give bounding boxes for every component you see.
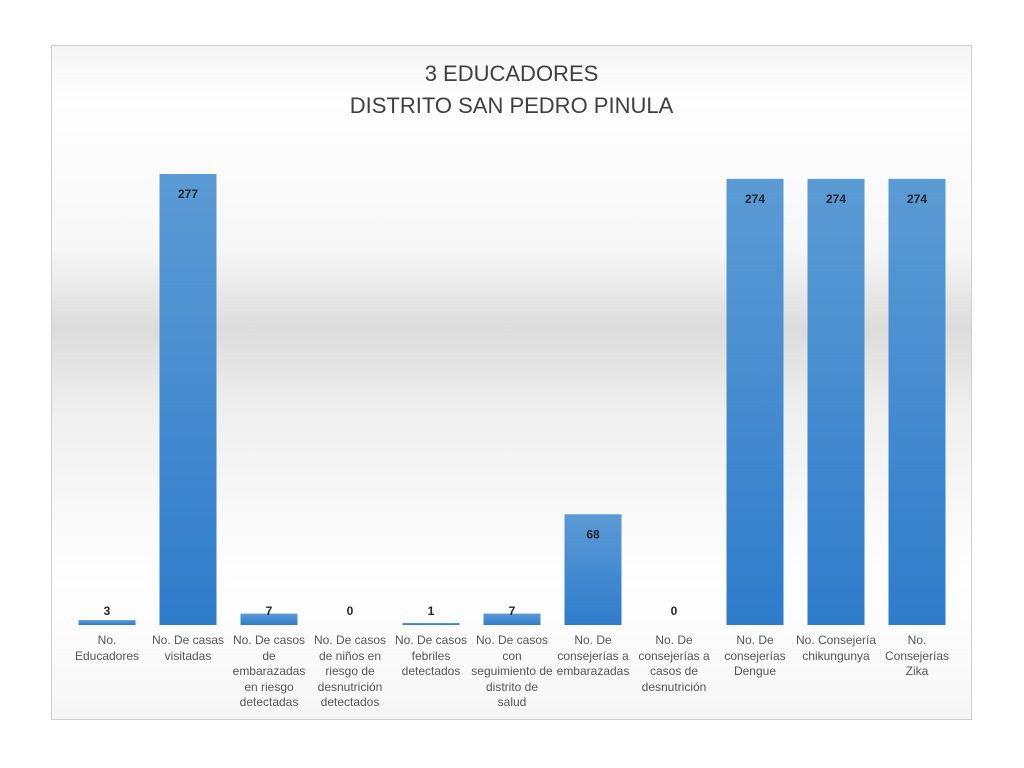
bar-6 (483, 613, 541, 625)
data-label-8: 0 (671, 604, 678, 618)
data-label-3: 7 (266, 604, 273, 618)
bar-3 (240, 613, 298, 625)
bar-5 (402, 623, 460, 625)
data-label-7: 68 (586, 527, 600, 541)
data-label-1: 3 (104, 604, 111, 618)
bar-7 (564, 514, 622, 625)
data-label-9: 274 (745, 192, 765, 206)
bar-11 (888, 178, 946, 626)
data-label-2: 277 (178, 187, 198, 201)
chart-title-line-2: DISTRITO SAN PEDRO PINULA (349, 93, 674, 118)
bar-9 (726, 178, 784, 626)
chart-title-line-1: 3 EDUCADORES (424, 61, 599, 86)
data-label-6: 7 (509, 604, 516, 618)
data-label-11: 274 (907, 192, 927, 206)
bar-10 (807, 178, 865, 626)
chart-title: 3 EDUCADORES DISTRITO SAN PEDRO PINULA (51, 58, 972, 122)
data-label-10: 274 (826, 192, 846, 206)
data-label-4: 0 (347, 604, 354, 618)
bar-1 (78, 620, 136, 625)
data-label-5: 1 (428, 604, 435, 618)
bar-2 (159, 174, 217, 625)
